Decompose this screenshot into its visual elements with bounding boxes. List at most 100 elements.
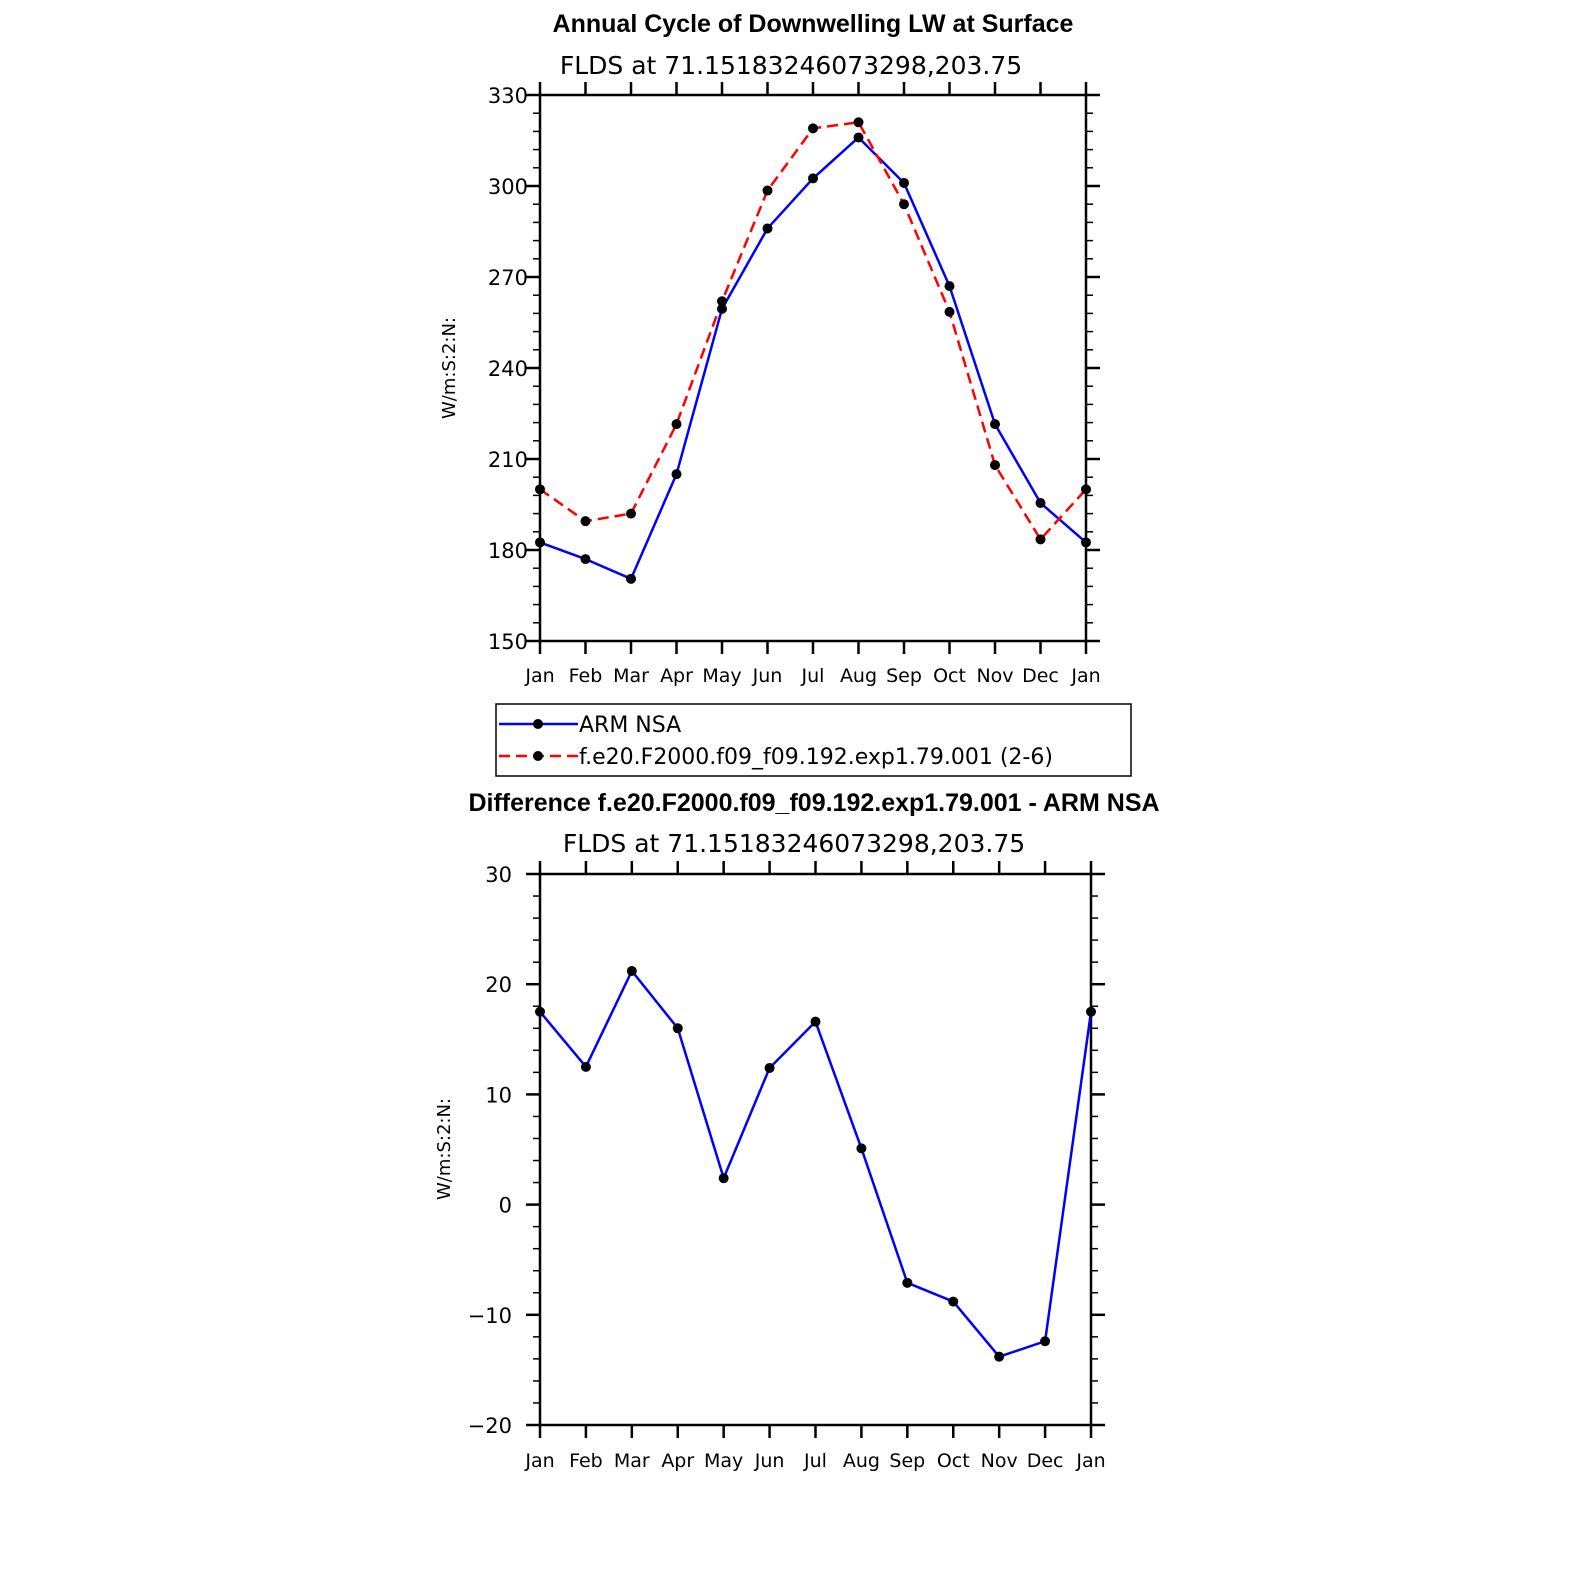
plot-area (535, 965, 1096, 1362)
x-tick-label: Apr (660, 665, 693, 687)
series-0-point (580, 554, 591, 565)
series-1-point (671, 419, 682, 430)
y-tick-label: 150 (488, 630, 528, 654)
x-tick-label: Nov (976, 665, 1013, 687)
series-line-0 (539, 136, 1087, 581)
legend-entry-arm-nsa: ARM NSA (499, 713, 681, 738)
legend-box (495, 703, 1132, 777)
series-1-point (762, 185, 773, 196)
y-tick-labels: −20 −10 0 10 20 30 (468, 863, 512, 1438)
x-tick-label: Jun (752, 665, 783, 687)
series-0-point (990, 419, 1000, 430)
series-0-point (762, 223, 773, 234)
tick-marks (526, 861, 1105, 1438)
x-tick-label: Oct (933, 665, 966, 687)
x-tick-label: Jan (1070, 665, 1100, 687)
chart-subtitle: FLDS at 71.15183246073298,203.75 (563, 829, 1025, 858)
series-0-point (1086, 1006, 1096, 1017)
series-0-point (902, 1277, 913, 1288)
series-1-point (717, 296, 727, 307)
x-tick-label: Jun (754, 1450, 785, 1472)
series-1-point (808, 123, 818, 134)
legend-entry-model: f.e20.F2000.f09_f09.192.exp1.79.001 (2-6… (499, 745, 1053, 770)
x-tick-label: Aug (843, 1450, 880, 1472)
series-0-point (1081, 537, 1091, 548)
x-tick-label: Oct (937, 1450, 970, 1472)
y-tick-label: 20 (485, 973, 512, 997)
x-tick-label: Sep (889, 1450, 925, 1472)
series-0-point (810, 1016, 821, 1027)
axes-frame (538, 872, 1093, 1427)
difference-chart: Difference f.e20.F2000.f09_f09.192.exp1.… (434, 789, 1160, 1472)
series-1-point (944, 306, 955, 317)
series-line-1 (539, 121, 1087, 541)
x-tick-label: Sep (886, 665, 922, 687)
series-line-0 (539, 969, 1093, 1358)
series-0-point (671, 469, 682, 480)
x-tick-label: Apr (661, 1450, 694, 1472)
plot-area (535, 117, 1091, 584)
series-1-point (1035, 534, 1046, 545)
x-tick-label: Jan (524, 1450, 554, 1472)
series-0-point (717, 303, 727, 314)
y-tick-label: 10 (485, 1083, 512, 1107)
series-0-point (626, 965, 637, 976)
y-tick-labels: 150 180 210 240 270 300 330 (488, 84, 528, 654)
y-tick-label: 240 (488, 357, 528, 381)
y-tick-label: 270 (488, 266, 528, 290)
series-1-point (580, 516, 591, 527)
y-tick-label: 180 (488, 539, 528, 563)
series-0-point (718, 1173, 729, 1184)
y-tick-label: 300 (488, 175, 528, 199)
y-tick-label: 210 (488, 448, 528, 472)
x-tick-label: Aug (840, 665, 877, 687)
x-tick-label: Dec (1027, 1450, 1064, 1472)
series-1-point (899, 199, 909, 210)
series-0-point (764, 1062, 775, 1073)
y-tick-label: 0 (499, 1194, 512, 1218)
x-tick-label: Feb (569, 665, 603, 687)
series-1-point (626, 508, 636, 519)
y-axis-label: W/m:S:2:N: (439, 317, 460, 419)
y-tick-label: 330 (488, 84, 528, 108)
x-tick-label: Mar (613, 665, 649, 687)
series-0-point (626, 573, 636, 584)
x-tick-label: Jan (524, 665, 554, 687)
series-0-point (856, 1143, 867, 1154)
legend: ARM NSA f.e20.F2000.f09_f09.192.exp1.79.… (495, 703, 1132, 777)
plot-frame (538, 872, 1093, 1427)
y-axis-label: W/m:S:2:N: (434, 1098, 455, 1200)
x-tick-label: May (704, 1450, 743, 1472)
legend-marker-model (533, 751, 543, 761)
series-0-point (1035, 497, 1046, 508)
series-0-point (535, 537, 545, 548)
series-1-point (853, 117, 864, 128)
series-0-point (899, 177, 909, 188)
x-tick-label: Dec (1022, 665, 1059, 687)
x-tick-label: Jan (1075, 1450, 1105, 1472)
series-1-point (535, 484, 545, 495)
x-tick-labels: Jan Feb Mar Apr May Jun Jul Aug Sep Oct Nov Dec Jan (524, 665, 1100, 687)
series-0-point (580, 1061, 591, 1072)
x-tick-label: Jul (801, 665, 825, 687)
series-0-point (853, 132, 864, 143)
legend-label-model: f.e20.F2000.f09_f09.192.exp1.79.001 (2-6… (579, 745, 1053, 770)
series-0-point (948, 1296, 959, 1307)
x-tick-label: May (702, 665, 741, 687)
x-tick-label: Feb (569, 1450, 603, 1472)
series-0-point (1040, 1336, 1051, 1347)
chart-title: Annual Cycle of Downwelling LW at Surfac… (553, 10, 1074, 38)
y-tick-label: −20 (468, 1414, 512, 1438)
y-tick-label: 30 (485, 863, 512, 887)
chart-title: Difference f.e20.F2000.f09_f09.192.exp1.… (468, 789, 1159, 817)
series-1-point (990, 460, 1000, 471)
series-0-point (808, 173, 818, 184)
tick-marks (526, 82, 1100, 654)
x-tick-label: Jul (803, 1450, 827, 1472)
annual-cycle-chart: Annual Cycle of Downwelling LW at Surfac… (439, 10, 1101, 687)
y-tick-label: −10 (468, 1304, 512, 1328)
series-0-point (994, 1351, 1005, 1362)
series-0-point (672, 1023, 683, 1034)
series-0-point (535, 1006, 545, 1017)
